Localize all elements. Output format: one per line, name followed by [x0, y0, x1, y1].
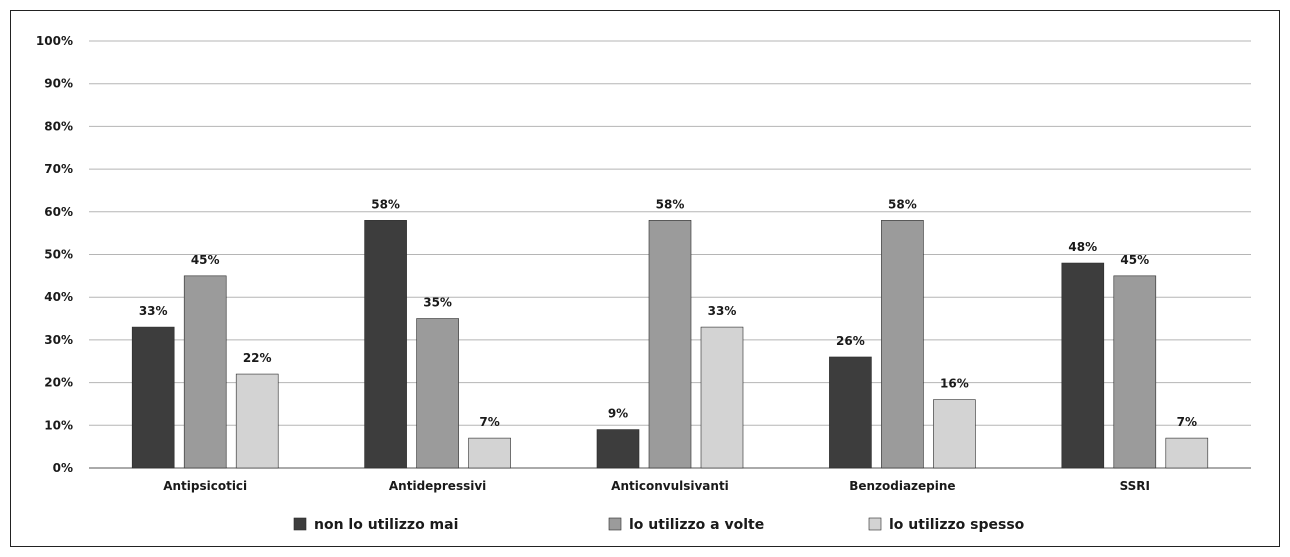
- y-tick-label: 100%: [36, 34, 73, 48]
- y-tick-label: 50%: [44, 248, 73, 262]
- bar-chart: 0% 10% 20% 30% 40% 50% 60% 70% 80% 90% 100% 33% 45%…: [36, 34, 1251, 533]
- data-label: 45%: [191, 253, 220, 267]
- bar-2: [416, 318, 459, 469]
- data-label: 26%: [836, 334, 865, 348]
- legend: non lo utilizzo mai lo utilizzo a volte lo…: [293, 517, 1025, 533]
- bar-1: [829, 356, 872, 469]
- legend-label: lo utilizzo spesso: [889, 517, 1025, 533]
- y-tick-label: 30%: [44, 333, 73, 347]
- category-label: SSRI: [1120, 479, 1150, 493]
- chart-frame: 0% 10% 20% 30% 40% 50% 60% 70% 80% 90% 100% 33% 45%…: [10, 10, 1280, 547]
- y-tick-label: 20%: [44, 376, 73, 390]
- bar-3: [700, 326, 744, 469]
- y-tick-label: 0%: [53, 461, 73, 475]
- data-labels: 33% 45% 22% 58% 35% 7% 9% 58% 33% 26% 58% 16% 48% 45%…: [139, 197, 1197, 429]
- data-label: 48%: [1068, 240, 1097, 254]
- bar-3: [1165, 437, 1209, 469]
- y-tick-label: 90%: [44, 77, 73, 91]
- data-label: 33%: [139, 304, 168, 318]
- data-label: 7%: [1177, 415, 1197, 429]
- legend-label: lo utilizzo a volte: [629, 517, 764, 533]
- bar-1: [364, 220, 407, 469]
- category-label: Anticonvulsivanti: [611, 479, 729, 493]
- bar-1: [596, 429, 640, 469]
- y-tick-label: 70%: [44, 162, 73, 176]
- bar-1: [1061, 262, 1105, 469]
- data-label: 9%: [608, 407, 628, 421]
- bar-2: [881, 220, 924, 469]
- category-label: Antidepressivi: [389, 479, 486, 493]
- bar-2: [183, 275, 227, 469]
- y-axis-ticks: 0% 10% 20% 30% 40% 50% 60% 70% 80% 90% 100%: [36, 34, 73, 475]
- y-tick-label: 10%: [44, 418, 73, 432]
- data-label: 58%: [656, 197, 685, 211]
- bar-2: [648, 220, 692, 469]
- legend-label: non lo utilizzo mai: [314, 517, 458, 533]
- bar-3: [235, 373, 279, 469]
- category-label: Benzodiazepine: [849, 479, 955, 493]
- legend-swatch: [868, 517, 882, 531]
- legend-swatch: [293, 517, 307, 531]
- bar-3: [933, 399, 976, 469]
- y-tick-label: 80%: [44, 119, 73, 133]
- category-label: Antipsicotici: [163, 479, 247, 493]
- data-label: 35%: [423, 296, 452, 310]
- bar-2: [1113, 275, 1157, 469]
- data-label: 16%: [940, 377, 969, 391]
- y-tick-label: 60%: [44, 205, 73, 219]
- y-tick-label: 40%: [44, 290, 73, 304]
- legend-swatch: [608, 517, 622, 531]
- bar-1: [131, 326, 175, 469]
- bar-3: [468, 437, 511, 469]
- data-label: 22%: [243, 351, 272, 365]
- x-axis-categories: Antipsicotici Antidepressivi Anticonvulsiv…: [163, 479, 1150, 493]
- data-label: 58%: [371, 197, 400, 211]
- data-label: 33%: [708, 304, 737, 318]
- data-label: 7%: [479, 415, 499, 429]
- data-label: 58%: [888, 197, 917, 211]
- data-label: 45%: [1120, 253, 1149, 267]
- bars: [131, 220, 1209, 469]
